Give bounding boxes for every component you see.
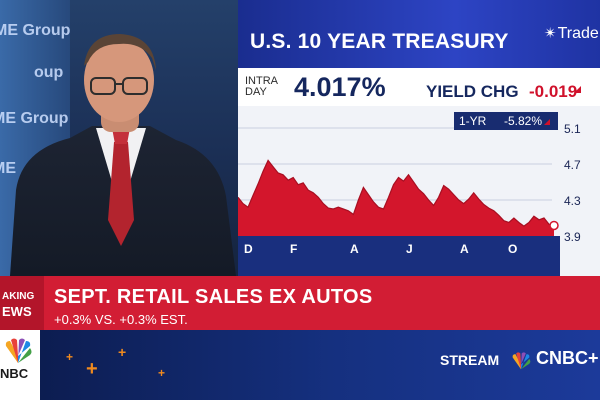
yield-chart: [238, 127, 559, 236]
y-tick-label: 4.7: [564, 158, 581, 172]
trade-logo-text: Trade: [557, 25, 599, 42]
network-logo-box: NBC: [0, 330, 40, 400]
yield-value: 4.017%: [294, 72, 386, 102]
last-value-marker: [549, 220, 559, 231]
breaking-tag-top: AKING: [2, 291, 35, 302]
intraday-label: INTRA DAY: [245, 76, 295, 98]
yield-area-series: [238, 160, 554, 236]
x-tick-label: O: [508, 242, 518, 256]
intraday-label-line: DAY: [245, 86, 267, 98]
plus-icon: +: [86, 358, 98, 380]
one-year-change-badge: 1-YR -5.82%: [454, 112, 558, 130]
peacock-icon: [512, 352, 531, 370]
stream-label: STREAM: [440, 352, 500, 368]
treasury-graphic-panel: U.S. 10 YEAR TREASURY ✴Trade INTRA DAY 4…: [238, 0, 600, 276]
sub-headline: +0.3% VS. +0.3% EST.: [54, 312, 188, 327]
network-label: NBC: [0, 366, 29, 381]
y-tick-label: 4.3: [564, 194, 581, 208]
wall-brand-text: ME: [0, 160, 16, 177]
intraday-label-line: INTRA: [245, 75, 278, 87]
headline: SEPT. RETAIL SALES EX AUTOS: [54, 286, 373, 308]
wall-brand-text: ME Group: [0, 110, 69, 127]
y-tick-label: 5.1: [564, 122, 581, 136]
peacock-icon: [5, 338, 32, 363]
wall-brand-text: oup: [34, 64, 64, 81]
breaking-news-band: AKING EWS SEPT. RETAIL SALES EX AUTOS +0…: [0, 276, 600, 330]
anchor-figure: [10, 34, 236, 276]
plus-icon: +: [66, 350, 74, 364]
one-year-value: -5.82%: [504, 114, 543, 128]
x-tick-label: A: [350, 242, 359, 256]
trade-logo: ✴Trade: [544, 24, 599, 43]
x-tick-label: D: [244, 242, 253, 256]
plus-icon: +: [118, 344, 127, 360]
network-bottom-bar: NBC + + + + STREAM CNBC+: [0, 330, 600, 400]
down-arrow-icon: [574, 86, 581, 93]
breaking-tag-bottom: EWS: [2, 304, 32, 319]
yield-change-label: YIELD CHG: [426, 82, 519, 101]
stat-row: [238, 68, 600, 106]
panel-header: [238, 0, 600, 68]
x-axis-band: [238, 236, 560, 276]
x-tick-label: J: [406, 242, 413, 256]
down-arrow-icon: [544, 119, 550, 125]
plus-icon: +: [158, 366, 166, 380]
x-tick-label: F: [290, 242, 298, 256]
sparkle-icon: ✴: [544, 25, 557, 42]
y-tick-label: 3.9: [564, 230, 581, 244]
anchor-video-feed: ME Group oup ME Group ME: [0, 0, 238, 276]
x-tick-label: A: [460, 242, 469, 256]
breaking-news-tag: AKING EWS: [0, 276, 44, 330]
yield-line-series: [238, 159, 555, 227]
wall-brand-text: ME Group: [0, 22, 71, 39]
yield-change-value: -0.019: [529, 82, 578, 101]
one-year-label: 1-YR: [459, 114, 487, 128]
cnbc-plus-logo: CNBC+: [536, 348, 599, 368]
panel-title: U.S. 10 YEAR TREASURY: [250, 30, 509, 53]
